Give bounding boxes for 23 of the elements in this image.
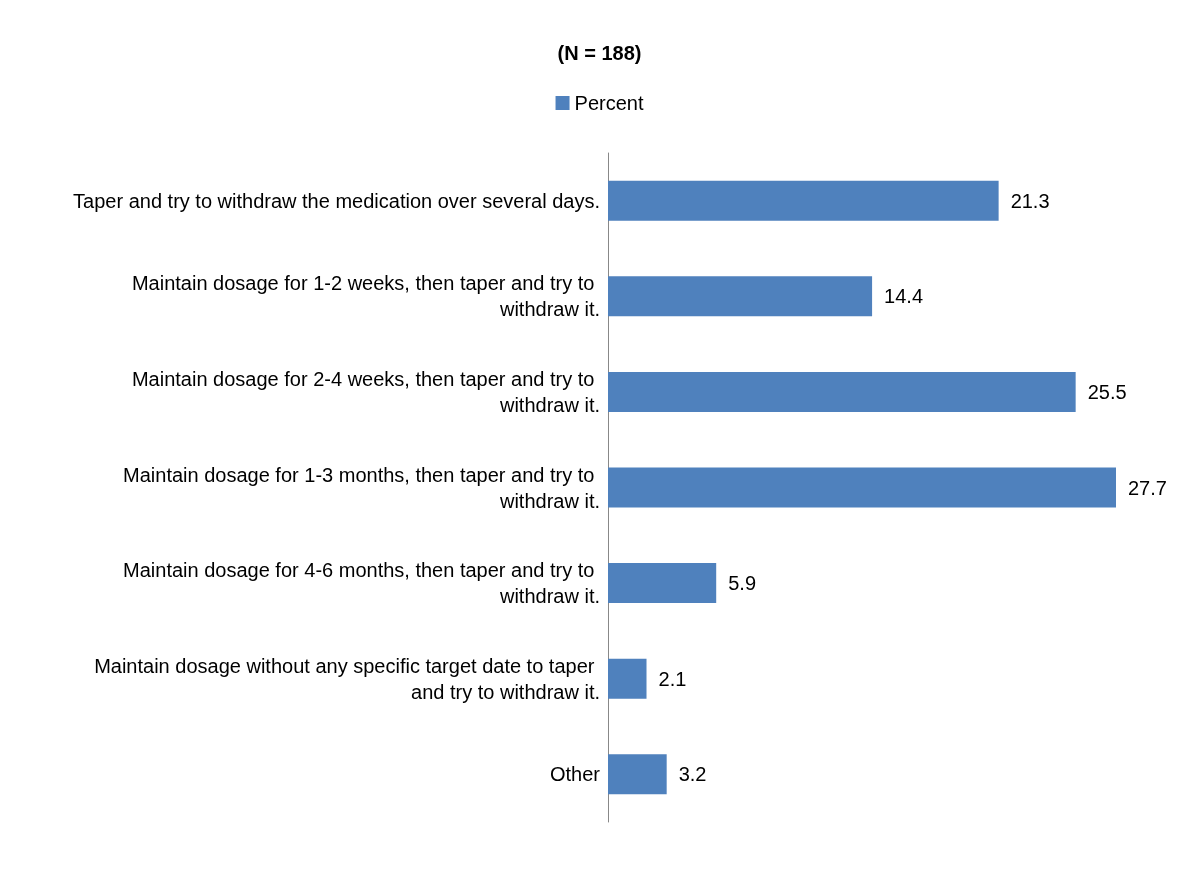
- data-label: 2.1: [658, 667, 687, 690]
- data-label: 27.7: [1128, 476, 1167, 499]
- y-tick-label: Maintain dosage for 1-3 months, then taper and try to withdraw it.: [123, 463, 600, 512]
- y-tick-label: Maintain dosage for 2-4 weeks, then taper and try to withdraw it.: [131, 367, 600, 416]
- bar: [608, 563, 717, 604]
- bar: [608, 754, 667, 795]
- y-tick-label: Taper and try to withdraw the medication over several days.: [73, 189, 600, 212]
- bar: [608, 371, 1076, 412]
- chart-title: (N = 188): [557, 42, 642, 64]
- bar: [608, 276, 873, 317]
- y-tick-label: Maintain dosage without any specific target date to taper and try to withdraw it.: [94, 654, 600, 703]
- bar: [608, 658, 647, 699]
- legend-label: Percent: [574, 92, 644, 114]
- data-label: 5.9: [728, 572, 757, 595]
- data-label: 14.4: [884, 285, 924, 308]
- data-label: 21.3: [1010, 189, 1050, 212]
- bar: [608, 180, 999, 221]
- data-label: 25.5: [1087, 380, 1127, 403]
- y-tick-label: Maintain dosage for 1-2 weeks, then taper and try to withdraw it.: [131, 272, 600, 321]
- y-tick-label: Maintain dosage for 4-6 months, then taper and try to withdraw it.: [123, 559, 600, 608]
- y-tick-label: Other: [549, 763, 601, 786]
- bar: [608, 467, 1116, 508]
- data-label: 3.2: [678, 763, 707, 786]
